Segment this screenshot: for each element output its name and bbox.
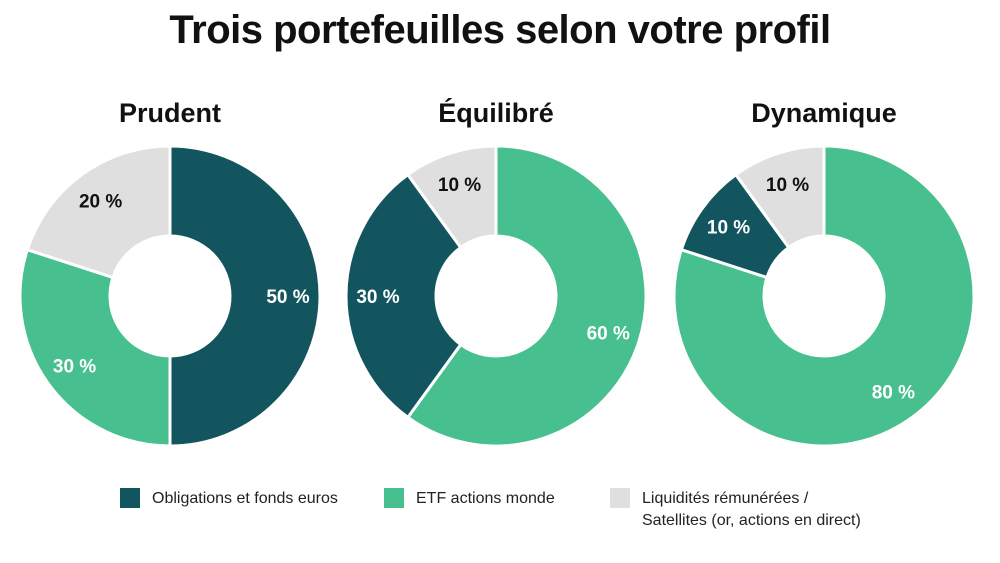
slice-etf	[672, 144, 976, 448]
slice-liquidites	[406, 144, 498, 249]
slice-label-obligations: 50 %	[266, 287, 309, 308]
slice-label-etf: 30 %	[53, 356, 96, 377]
slice-label-obligations: 30 %	[356, 287, 399, 308]
slice-label-obligations: 10 %	[707, 218, 750, 239]
chart-title: Prudent	[119, 98, 221, 128]
donut-charts: Prudent 50 % 30 % 20 % Équilibré 60 % 30 % 10 %…	[18, 97, 976, 448]
legend-item-obligations: Obligations et fonds euros	[120, 488, 338, 510]
page-title: Trois portefeuilles selon votre profil	[169, 8, 831, 52]
slice-liquidites	[734, 144, 826, 249]
legend-label-obligations: Obligations et fonds euros	[152, 490, 338, 507]
legend-swatch-liquidites	[610, 488, 630, 508]
slice-label-liquidites: 20 %	[79, 192, 122, 213]
slice-obligations	[168, 144, 322, 448]
slice-liquidites	[25, 144, 172, 279]
slice-label-etf: 60 %	[587, 323, 630, 344]
legend-swatch-etf	[384, 488, 404, 508]
slice-label-liquidites: 10 %	[438, 175, 481, 196]
legend-label-liquidites: Liquidités rémunérées / Satellites (or, …	[642, 490, 861, 529]
legend-label-etf: ETF actions monde	[416, 490, 555, 507]
slice-etf	[18, 248, 172, 448]
chart-title: Dynamique	[751, 98, 897, 128]
donut-chart-1: Équilibré 60 % 30 % 10 %	[344, 97, 648, 448]
chart-title: Équilibré	[438, 97, 554, 128]
slice-obligations	[344, 173, 463, 419]
legend-item-liquidites: Liquidités rémunérées / Satellites (or, …	[610, 488, 861, 532]
donut-chart-2: Dynamique 80 % 10 % 10 %	[672, 98, 976, 448]
donut-chart-0: Prudent 50 % 30 % 20 %	[18, 98, 322, 448]
slice-etf	[406, 144, 648, 448]
legend-item-etf: ETF actions monde	[384, 488, 555, 510]
slice-label-etf: 80 %	[872, 382, 915, 403]
slice-label-liquidites: 10 %	[766, 175, 809, 196]
legend-swatch-obligations	[120, 488, 140, 508]
legend: Obligations et fonds euros ETF actions m…	[0, 488, 1000, 548]
